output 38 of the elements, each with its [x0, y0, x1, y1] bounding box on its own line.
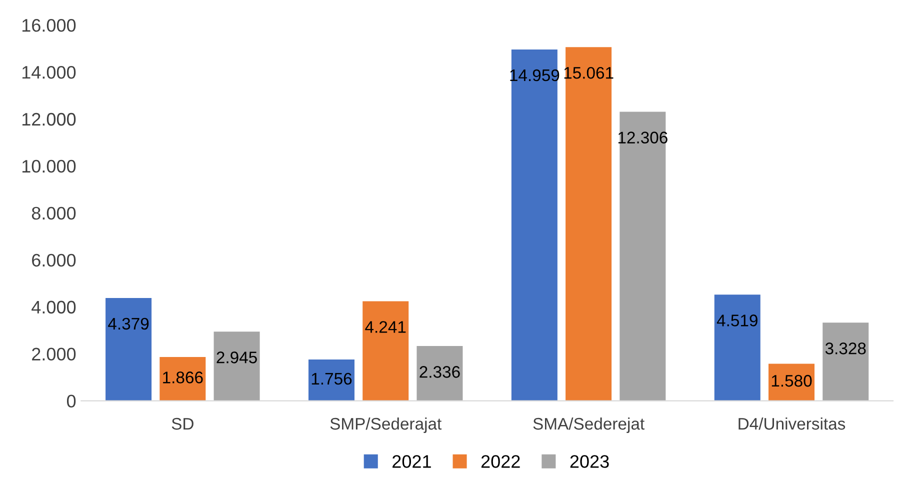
x-tick-label: SMA/Sederejat: [533, 417, 644, 434]
y-tick-label: 6.000: [32, 254, 76, 267]
bar: [106, 298, 152, 401]
y-tick-label: 12.000: [22, 112, 76, 126]
y-tick-label: 14.000: [22, 66, 76, 79]
x-tick-label: SD: [172, 418, 194, 430]
y-tick-label: 4.000: [32, 300, 76, 314]
bar: [214, 332, 260, 401]
bar: [362, 301, 409, 401]
legend-label: 2023: [570, 455, 609, 468]
y-tick-label: 10.000: [22, 160, 76, 173]
data-label: 4.519: [716, 314, 758, 326]
data-label: 1.756: [312, 372, 352, 385]
bar: [620, 112, 666, 401]
data-label: 1.866: [163, 372, 203, 384]
x-tick-label: SMP/Sederajat: [330, 417, 442, 434]
bar: [511, 49, 558, 401]
data-label: 4.379: [108, 318, 149, 330]
bar: [768, 364, 815, 401]
data-label: 4.241: [365, 321, 406, 333]
data-label: 2.945: [216, 352, 257, 364]
y-tick-label: 0: [66, 394, 76, 408]
y-tick-label: 8.000: [32, 206, 76, 220]
data-label: 2.336: [420, 366, 460, 378]
data-label: 3.328: [825, 342, 866, 354]
y-tick-label: 2.000: [32, 348, 76, 361]
data-label: 12.306: [618, 132, 668, 144]
bar: [714, 294, 760, 401]
bar: [308, 360, 354, 401]
legend-label: 2021: [392, 455, 431, 468]
bar: [160, 356, 206, 401]
data-label: 1.580: [772, 374, 812, 387]
x-tick-label: D4/Universitas: [738, 417, 846, 430]
bar: [416, 346, 463, 401]
bar: [822, 322, 869, 401]
legend-label: 2022: [481, 455, 520, 468]
bar: [566, 47, 612, 401]
y-tick-label: 16.000: [22, 18, 76, 32]
